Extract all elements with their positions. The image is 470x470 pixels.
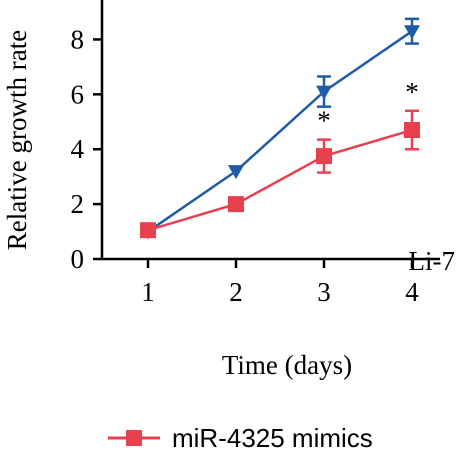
panel-label: Li-7 — [409, 246, 456, 276]
series-line — [147, 30, 413, 233]
y-tick-label: 0 — [71, 244, 85, 274]
annotations: ** — [317, 77, 419, 136]
data-point-triangle — [316, 85, 332, 100]
x-tick-label: 3 — [317, 277, 331, 307]
data-point-triangle — [404, 25, 420, 40]
series-layer — [140, 17, 420, 240]
y-tick-label: 6 — [71, 79, 85, 109]
y-tick-label: 2 — [71, 189, 85, 219]
legend-label-mimics: miR-4325 mimics — [172, 423, 373, 453]
data-point-square — [140, 222, 156, 239]
series-0 — [140, 17, 420, 240]
data-point-square — [228, 196, 244, 213]
data-point-square — [404, 122, 420, 139]
series-1 — [140, 109, 420, 239]
data-point-square — [316, 148, 332, 165]
legend: miR-4325 mimics — [108, 423, 373, 453]
significance-asterisk: * — [317, 106, 331, 136]
series-line — [147, 128, 413, 232]
x-tick-label: 4 — [405, 277, 419, 307]
x-tick-label: 2 — [229, 277, 243, 307]
significance-asterisk: * — [405, 77, 419, 107]
y-axis-title: Relative growth rate — [2, 30, 32, 250]
data-point-triangle — [228, 165, 244, 180]
x-axis-title: Time (days) — [222, 350, 352, 380]
axes: 0 2 4 6 8 1 2 3 4 — [71, 0, 440, 307]
x-tick-label: 1 — [141, 277, 155, 307]
y-tick-label: 8 — [71, 24, 85, 54]
y-tick-label: 4 — [71, 134, 85, 164]
legend-marker-mimics — [126, 430, 142, 446]
